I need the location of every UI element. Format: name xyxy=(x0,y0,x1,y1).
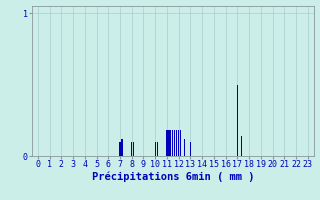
Bar xyxy=(155,142,156,156)
Bar xyxy=(131,142,132,156)
Bar xyxy=(174,130,175,156)
Bar xyxy=(178,130,179,156)
Bar xyxy=(184,139,185,156)
Bar xyxy=(237,85,238,156)
Bar xyxy=(180,130,181,156)
Bar xyxy=(190,142,191,156)
Bar xyxy=(121,139,123,156)
Bar xyxy=(170,130,172,156)
Bar xyxy=(168,130,170,156)
Bar xyxy=(119,142,121,156)
Bar xyxy=(176,130,177,156)
Bar xyxy=(172,130,173,156)
X-axis label: Précipitations 6min ( mm ): Précipitations 6min ( mm ) xyxy=(92,172,254,182)
Bar xyxy=(156,142,158,156)
Bar xyxy=(241,136,242,156)
Bar xyxy=(166,130,168,156)
Bar xyxy=(133,142,134,156)
